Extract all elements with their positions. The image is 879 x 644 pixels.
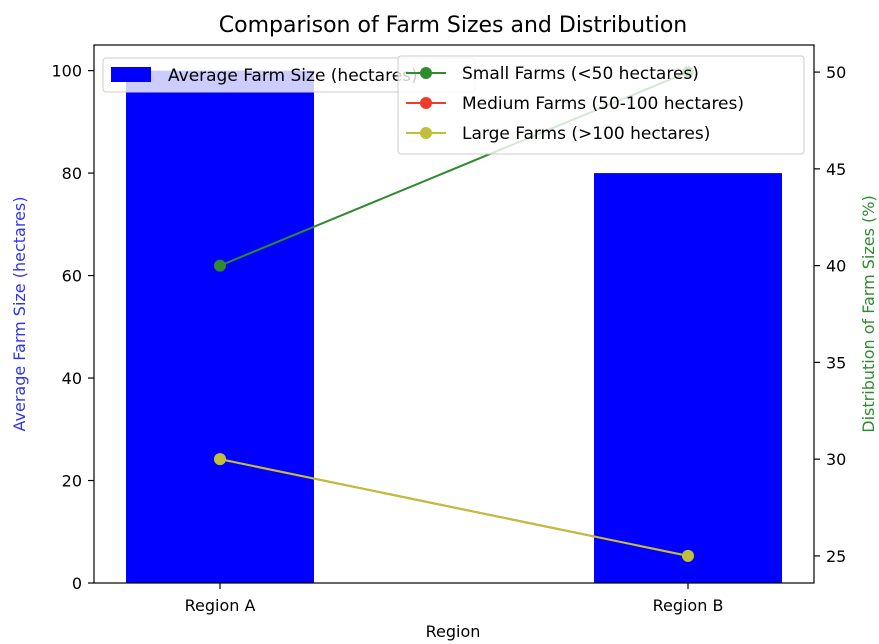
y-axis-label: Average Farm Size (hectares) [10, 197, 29, 432]
x-axis: Region A Region B [185, 583, 724, 615]
x-axis-label: Region [426, 622, 481, 641]
legend-bars: Average Farm Size (hectares) [102, 57, 476, 93]
legend-label-line-1: Small Farms (<50 hectares) [462, 64, 699, 84]
legend-label-bar: Average Farm Size (hectares) [168, 66, 418, 86]
y-tick-label: 60 [62, 267, 82, 286]
series-line-3 [219, 458, 689, 557]
plot-frame [93, 44, 815, 584]
y2-axis-label: Distribution of Farm Sizes (%) [859, 195, 878, 432]
bar-2 [594, 173, 782, 583]
legend-label-line-3: Large Farms (>100 hectares) [462, 124, 710, 144]
series-3-point-1 [214, 453, 226, 466]
bar-1 [126, 70, 314, 584]
x-tick-label: Region A [185, 596, 256, 615]
series-1-point-1 [214, 259, 226, 272]
y-tick-label: 0 [72, 574, 82, 593]
y-tick-label: 80 [62, 164, 82, 183]
y-tick-label: 20 [62, 472, 82, 491]
legend-swatch-marker-3 [420, 127, 432, 139]
y2-tick-label: 30 [826, 450, 846, 469]
y-tick-label: 40 [62, 369, 82, 388]
y2-tick-label: 40 [826, 257, 846, 276]
y2-tick-label: 25 [826, 547, 846, 566]
y-axis-right: 25 30 35 40 45 50 [814, 63, 846, 566]
y2-tick-label: 50 [826, 63, 846, 82]
chart-title: Comparison of Farm Sizes and Distributio… [219, 13, 687, 38]
y-axis-left: 0 20 40 60 80 100 [51, 62, 94, 593]
legend-label-line-2: Medium Farms (50-100 hectares) [462, 94, 744, 114]
lines-layer [214, 66, 694, 562]
legend-swatch-marker-1 [420, 67, 432, 79]
y-tick-label: 100 [51, 62, 82, 81]
legend-swatch-marker-2 [420, 97, 432, 109]
legend-lines: Small Farms (<50 hectares) Medium Farms (… [397, 55, 805, 155]
x-tick-label: Region B [653, 596, 724, 615]
legend-lines-frame [397, 55, 805, 155]
series-3-point-2 [682, 549, 694, 562]
y2-tick-label: 35 [826, 353, 846, 372]
legend-swatch-bar [111, 67, 151, 82]
bars-layer [126, 70, 782, 584]
y2-tick-label: 45 [826, 160, 846, 179]
